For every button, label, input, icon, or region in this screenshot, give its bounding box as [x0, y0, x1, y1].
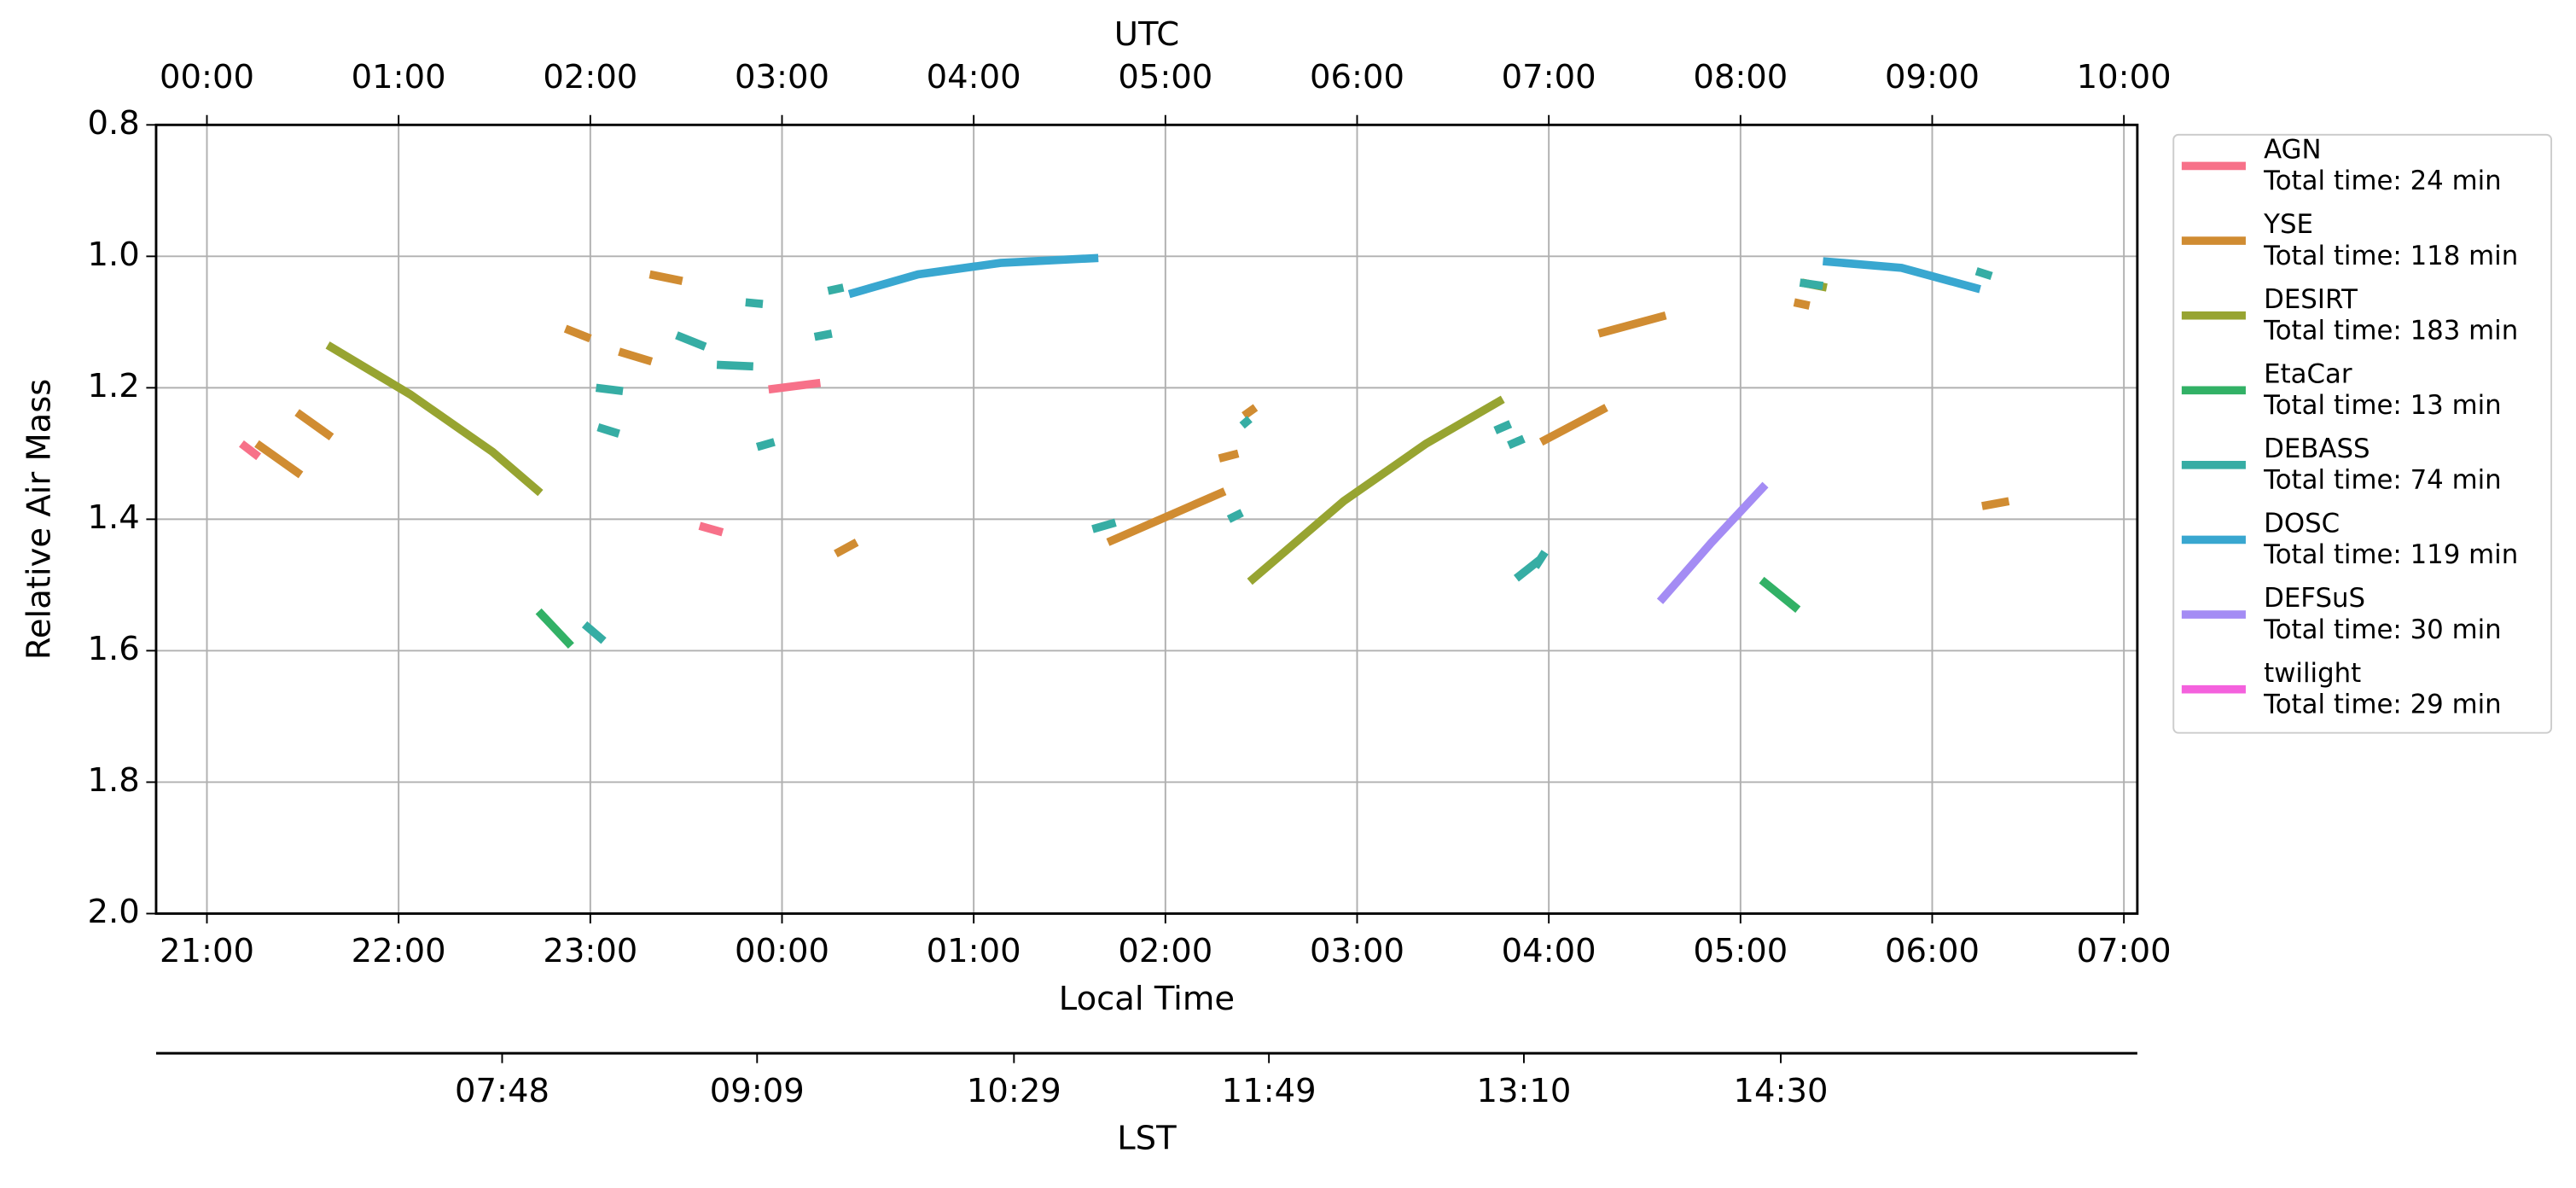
utc-tick-label: 00:00: [160, 58, 254, 96]
y-tick-label: 1.0: [87, 236, 139, 274]
x-tick-label: 03:00: [1310, 932, 1404, 970]
series-line: [581, 267, 1993, 644]
legend-total-time: Total time: 119 min: [2263, 539, 2518, 570]
utc-tick-label: 07:00: [1502, 58, 1596, 96]
utc-axis-title: UTC: [1114, 15, 1179, 54]
utc-tick-label: 03:00: [735, 58, 829, 96]
series-line: [847, 253, 1981, 299]
lst-tick-label: 11:49: [1222, 1072, 1317, 1110]
legend-box: [2172, 133, 2553, 734]
x-tick-label: 01:00: [927, 932, 1021, 970]
utc-tick-label: 09:00: [1885, 58, 1980, 96]
lst-tick-label: 13:10: [1476, 1072, 1571, 1110]
legend-total-time: Total time: 13 min: [2263, 390, 2502, 421]
legend-label: DEBASS: [2264, 434, 2370, 464]
lst-axis-title: LST: [1117, 1120, 1177, 1158]
lst-tick-label: 14:30: [1734, 1072, 1829, 1110]
utc-tick-label: 04:00: [927, 58, 1021, 96]
lst-tick-label: 07:48: [455, 1072, 550, 1110]
x-tick-label: 23:00: [543, 932, 637, 970]
legend-total-time: Total time: 24 min: [2263, 166, 2502, 196]
x-tick-label: 22:00: [352, 932, 446, 970]
utc-tick-label: 06:00: [1310, 58, 1404, 96]
series-line: [1656, 481, 1769, 604]
lst-tick-label: 10:29: [967, 1072, 1061, 1110]
x-tick-label: 07:00: [2077, 932, 2172, 970]
y-tick-label: 2.0: [87, 893, 139, 931]
legend-label: AGN: [2264, 135, 2321, 166]
y-tick-label: 1.2: [87, 367, 139, 405]
utc-tick-label: 08:00: [1693, 58, 1788, 96]
utc-tick-label: 01:00: [352, 58, 446, 96]
utc-tick-label: 05:00: [1118, 58, 1212, 96]
legend-total-time: Total time: 30 min: [2263, 614, 2502, 645]
plot-frame: [154, 123, 2139, 915]
legend-label: YSE: [2263, 209, 2313, 240]
utc-tick-label: 10:00: [2077, 58, 2172, 96]
series-line: [535, 576, 1801, 649]
x-tick-label: 05:00: [1693, 932, 1788, 970]
y-tick-label: 1.4: [87, 498, 139, 537]
legend-label: DESIRT: [2264, 284, 2358, 315]
legend-total-time: Total time: 183 min: [2263, 315, 2518, 346]
utc-tick-label: 02:00: [543, 58, 637, 96]
x-tick-label: 21:00: [160, 932, 254, 970]
series-line: [325, 278, 1828, 585]
y-tick-label: 1.8: [87, 761, 139, 800]
y-axis-title: Relative Air Mass: [20, 379, 59, 661]
legend-total-time: Total time: 29 min: [2263, 689, 2502, 719]
x-tick-label: 00:00: [735, 932, 829, 970]
x-tick-label: 04:00: [1502, 932, 1596, 970]
x-axis-title: Local Time: [1059, 980, 1235, 1018]
legend-total-time: Total time: 118 min: [2263, 241, 2518, 271]
x-tick-label: 06:00: [1885, 932, 1980, 970]
legend-label: DOSC: [2264, 509, 2340, 539]
y-tick-label: 0.8: [87, 104, 139, 143]
lst-tick-label: 09:09: [710, 1072, 805, 1110]
legend-total-time: Total time: 74 min: [2263, 465, 2502, 496]
y-tick-label: 1.6: [87, 630, 139, 668]
x-tick-label: 02:00: [1118, 932, 1212, 970]
legend-label: DEFSuS: [2264, 583, 2365, 614]
series-line: [254, 270, 2010, 558]
legend-label: twilight: [2264, 658, 2361, 689]
legend-label: EtaCar: [2264, 358, 2352, 389]
series-line: [239, 378, 822, 537]
